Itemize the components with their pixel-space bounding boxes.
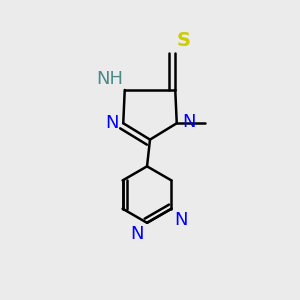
Text: NH: NH [96,70,123,88]
Text: N: N [105,114,119,132]
Text: N: N [183,113,196,131]
Text: S: S [177,32,191,50]
Text: N: N [175,211,188,229]
Text: N: N [130,225,144,243]
